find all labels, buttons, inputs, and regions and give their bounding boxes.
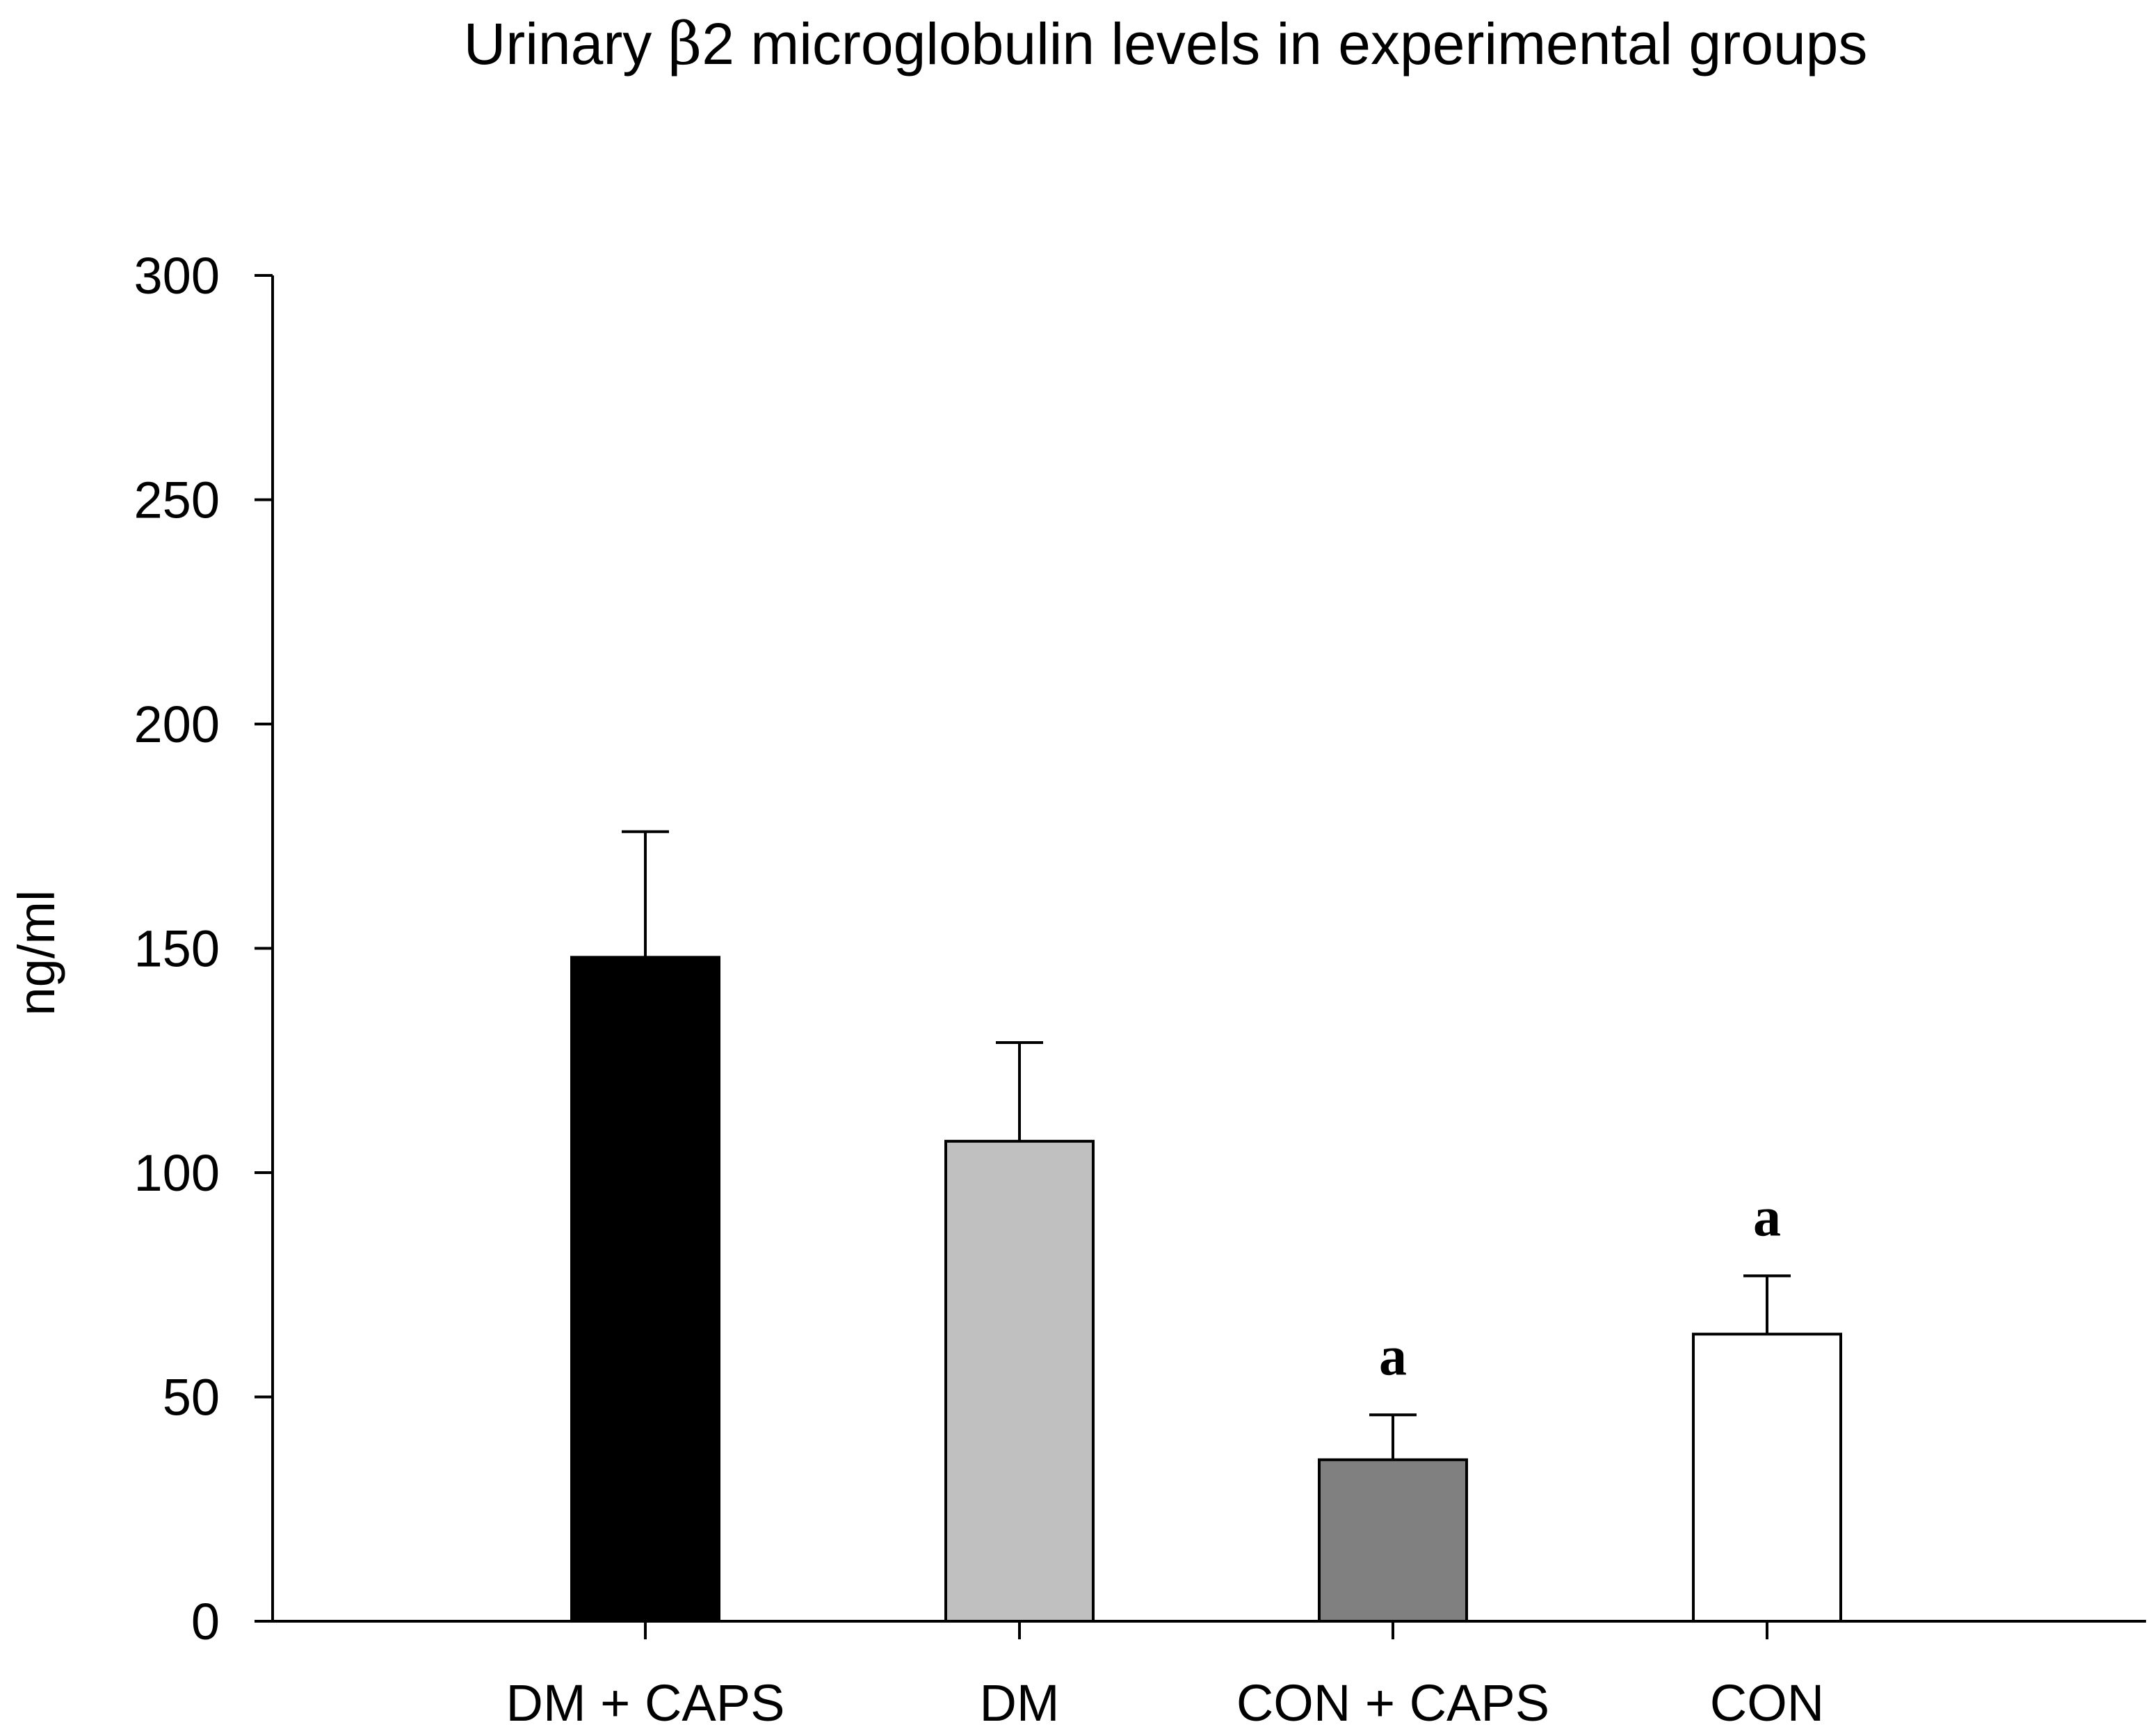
significance-label: a <box>1753 1187 1781 1248</box>
bar <box>1318 1458 1468 1623</box>
chart-title-prefix: Urinary <box>464 11 668 77</box>
x-category-label: DM <box>979 1674 1059 1732</box>
y-tick-label: 100 <box>134 1144 220 1202</box>
x-category-label: DM + CAPS <box>506 1674 785 1732</box>
y-tick-label: 0 <box>191 1593 220 1650</box>
chart-title: Urinary β2 microglobulin levels in exper… <box>464 10 1868 78</box>
chart-title-suffix: 2 microglobulin levels in experimental g… <box>702 11 1867 77</box>
x-category-label: CON <box>1710 1674 1824 1732</box>
y-axis-label: ng/ml <box>8 890 65 1016</box>
bar <box>944 1139 1095 1623</box>
y-tick-label: 200 <box>134 696 220 753</box>
significance-label: a <box>1379 1326 1407 1387</box>
y-tick-label: 250 <box>134 472 220 529</box>
bar <box>570 956 720 1623</box>
bar <box>1692 1333 1842 1623</box>
chart-title-symbol: β <box>668 10 702 78</box>
y-tick-label: 150 <box>134 920 220 978</box>
x-category-label: CON + CAPS <box>1236 1674 1549 1732</box>
y-tick-label: 50 <box>163 1369 220 1426</box>
plot-area: 0 50 100 150 200 250 300 DM + CAPS DM CON + CAPS a… <box>134 247 2146 1732</box>
y-tick-label: 300 <box>134 247 220 305</box>
